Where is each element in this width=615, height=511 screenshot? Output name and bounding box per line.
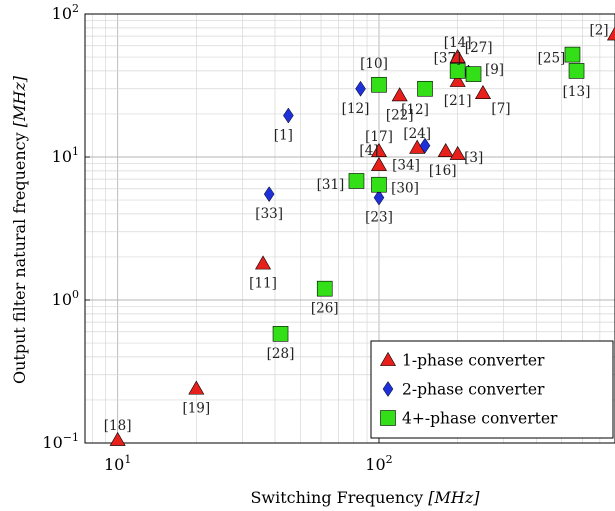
y-tick-label: 101: [52, 145, 79, 166]
legend-entry: 2-phase converter: [402, 381, 545, 399]
axes-frame: [84, 13, 615, 444]
data-labels: [18][19][11][17][4][22][24][16][3][14][2…: [104, 22, 609, 434]
data-label: [3]: [464, 150, 483, 166]
data-label: [34]: [392, 158, 420, 174]
data-label: [9]: [485, 62, 504, 78]
data-label: [25]: [538, 51, 566, 67]
data-point: [348, 173, 365, 189]
data-point: [391, 87, 408, 102]
data-label: [17]: [365, 129, 393, 145]
legend-box: [370, 340, 614, 439]
data-label: [14]: [444, 35, 472, 51]
data-label: [12]: [401, 102, 429, 118]
data-point: [109, 431, 126, 446]
y-tick-label: 100: [52, 288, 79, 309]
data-point: [263, 186, 275, 203]
legend-marker: [382, 381, 394, 397]
data-label: [11]: [249, 275, 277, 291]
data-label: [13]: [563, 84, 591, 100]
data-label: [31]: [317, 177, 345, 193]
data-point: [606, 26, 615, 41]
tick-labels: 101 102 10−1 100 101 102: [42, 2, 392, 474]
data-label: [30]: [391, 181, 419, 197]
data-point: [449, 72, 466, 87]
data-label: [4]: [359, 143, 378, 159]
data-label: [22]: [386, 107, 414, 123]
data-point: [370, 142, 388, 158]
legend-marker: [380, 410, 396, 426]
data-label: [21]: [444, 93, 472, 109]
data-label: [37]: [434, 50, 462, 66]
data-point: [355, 80, 366, 97]
data-point: [449, 145, 466, 160]
y-tick-label: 10−1: [42, 431, 79, 452]
data-point: [371, 176, 387, 193]
data-point: [437, 142, 454, 158]
y-tick-label: 102: [52, 2, 79, 23]
data-point: [316, 280, 333, 297]
data-point: [373, 189, 385, 206]
data-label: [18]: [104, 418, 132, 434]
data-point: [370, 156, 388, 171]
x-tick-label: 102: [365, 453, 392, 474]
data-label: [24]: [403, 126, 431, 142]
data-point: [283, 107, 294, 124]
data-label: [27]: [465, 40, 493, 56]
legend-entry: 4+-phase converter: [402, 410, 558, 428]
data-point: [449, 48, 466, 63]
legend-marker: [379, 351, 397, 366]
plot-frame: [84, 13, 615, 444]
data-label: [33]: [255, 206, 283, 222]
data-label: [16]: [429, 163, 457, 179]
data-point: [465, 66, 482, 82]
data-label: [23]: [365, 210, 393, 226]
data-label: [26]: [311, 301, 339, 317]
y-axis-label: Output filter natural frequency [MHz]: [10, 75, 29, 384]
legend: 1-phase converter 2-phase converter 4+-pha…: [370, 340, 614, 439]
legend-entry: 1-phase converter: [402, 352, 545, 370]
data-label: [19]: [182, 401, 210, 417]
data-label: [7]: [491, 101, 510, 117]
data-label: [1]: [274, 128, 293, 144]
data-label: [12]: [342, 101, 370, 117]
data-point: [255, 255, 272, 270]
data-label: [2]: [589, 22, 608, 38]
data-point: [449, 63, 466, 79]
data-point: [564, 46, 581, 63]
data-points: [109, 26, 615, 446]
data-label: [10]: [360, 56, 388, 72]
data-point: [474, 84, 492, 99]
data-point: [417, 80, 433, 97]
data-point: [419, 137, 431, 154]
data-point: [371, 76, 387, 93]
x-tick-label: 101: [104, 453, 131, 474]
x-axis-label: Switching Frequency [MHz]: [250, 488, 480, 507]
data-label: [28]: [267, 346, 295, 362]
data-point: [568, 63, 585, 79]
data-point: [272, 326, 289, 342]
data-point: [188, 380, 205, 395]
